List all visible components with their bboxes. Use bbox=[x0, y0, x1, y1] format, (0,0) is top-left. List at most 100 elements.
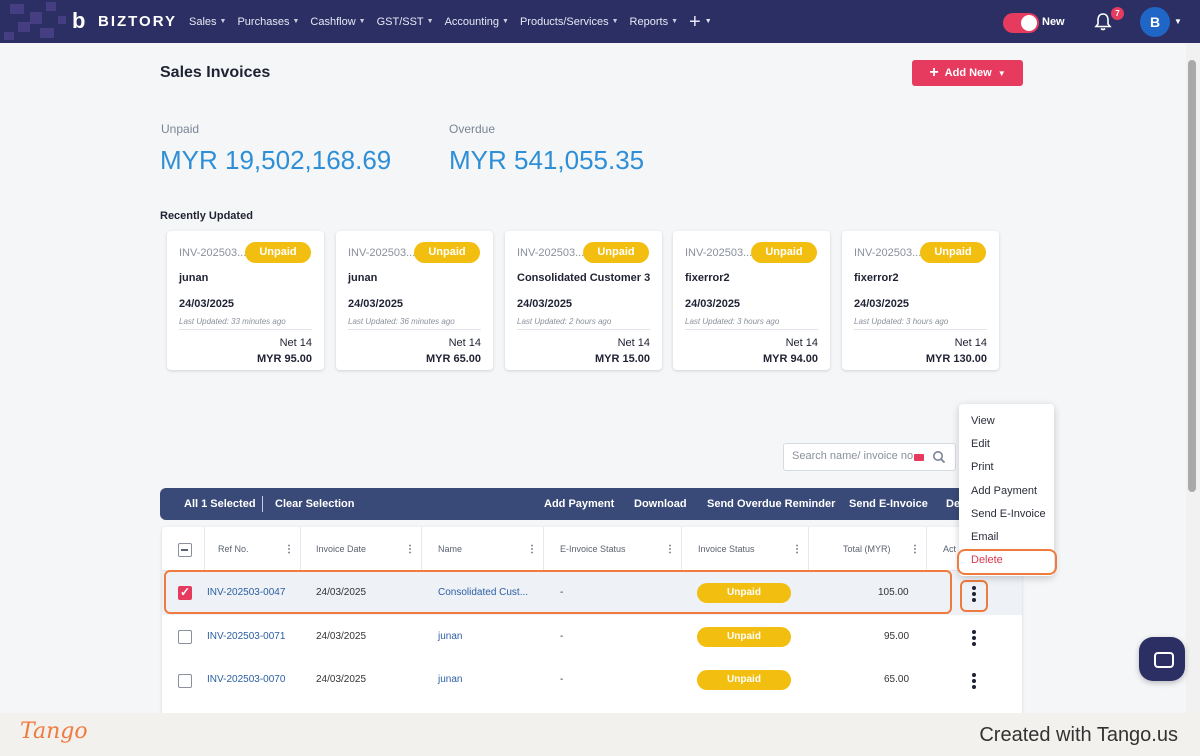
menu-item-edit[interactable]: Edit bbox=[971, 438, 990, 450]
divider bbox=[685, 329, 818, 330]
bulk-add-payment-button[interactable]: Add Payment bbox=[544, 498, 615, 510]
recent-invoice-card[interactable]: INV-202503... Unpaid junan 24/03/2025 La… bbox=[167, 231, 324, 370]
new-ui-toggle[interactable] bbox=[1003, 13, 1039, 33]
col-e-invoice-status[interactable]: E-Invoice Status bbox=[560, 544, 626, 554]
column-menu-icon[interactable]: ⋮ bbox=[405, 544, 415, 555]
row-actions-icon[interactable] bbox=[972, 630, 976, 648]
menu-item-email[interactable]: Email bbox=[971, 531, 999, 543]
status-badge: Unpaid bbox=[414, 242, 480, 263]
row-checkbox[interactable] bbox=[178, 585, 192, 600]
row-actions-icon[interactable] bbox=[972, 673, 976, 691]
logo-pattern bbox=[0, 0, 90, 43]
e-invoice-status: - bbox=[560, 587, 564, 598]
col-total[interactable]: Total (MYR) bbox=[843, 544, 891, 554]
nav-products-services[interactable]: Products/Services ▼ bbox=[519, 15, 619, 28]
bulk-send-overdue-reminder-button[interactable]: Send Overdue Reminder bbox=[707, 498, 836, 510]
card-date: 24/03/2025 bbox=[517, 298, 573, 310]
customer-link[interactable]: Consolidated Cust... bbox=[438, 587, 529, 598]
search-icon[interactable] bbox=[932, 450, 946, 464]
chevron-down-icon: ▼ bbox=[358, 18, 366, 25]
recent-invoice-card[interactable]: INV-202503... Unpaid Consolidated Custom… bbox=[505, 231, 662, 370]
col-ref-no[interactable]: Ref No. bbox=[218, 544, 249, 554]
tango-logo: Tango bbox=[20, 719, 88, 744]
nav-purchases[interactable]: Purchases ▼ bbox=[237, 15, 300, 28]
menu-item-delete[interactable]: Delete bbox=[971, 554, 1003, 566]
column-menu-icon[interactable]: ⋮ bbox=[665, 544, 675, 555]
scrollbar-thumb[interactable] bbox=[1188, 60, 1196, 492]
divider bbox=[854, 329, 987, 330]
menu-item-view[interactable]: View bbox=[971, 415, 995, 427]
add-new-button[interactable]: + Add New ▼ bbox=[912, 60, 1023, 86]
col-invoice-date[interactable]: Invoice Date bbox=[316, 544, 367, 554]
chevron-down-icon: ▼ bbox=[426, 18, 434, 25]
card-date: 24/03/2025 bbox=[685, 298, 741, 310]
nav-gst-sst[interactable]: GST/SST ▼ bbox=[376, 15, 434, 28]
bulk-action-bar: All 1 Selected Clear Selection Add Payme… bbox=[160, 488, 980, 520]
search-input[interactable] bbox=[792, 450, 914, 462]
nav-cashflow[interactable]: Cashflow ▼ bbox=[310, 15, 366, 28]
card-updated: Last Updated: 2 hours ago bbox=[517, 317, 612, 326]
row-checkbox[interactable] bbox=[178, 630, 192, 644]
customer-link[interactable]: junan bbox=[438, 631, 463, 642]
status-badge: Unpaid bbox=[245, 242, 311, 263]
row-actions-icon[interactable] bbox=[972, 586, 976, 604]
column-divider bbox=[204, 527, 205, 571]
bulk-send-e-invoice-button[interactable]: Send E-Invoice bbox=[849, 498, 928, 510]
table-row[interactable]: INV-202503-0071 24/03/2025 junan - Unpai… bbox=[162, 615, 1022, 659]
recent-invoice-card[interactable]: INV-202503... Unpaid fixerror2 24/03/202… bbox=[842, 231, 999, 370]
chevron-down-icon: ▼ bbox=[704, 17, 712, 25]
menu-item-add-payment[interactable]: Add Payment bbox=[971, 485, 1038, 497]
table-row[interactable]: INV-202503-0070 24/03/2025 junan - Unpai… bbox=[162, 659, 1022, 703]
column-menu-icon[interactable]: ⋮ bbox=[910, 544, 920, 555]
card-customer: junan bbox=[179, 272, 209, 284]
bulk-delete-button[interactable]: De bbox=[946, 498, 961, 510]
recent-invoice-card[interactable]: INV-202503... Unpaid fixerror2 24/03/202… bbox=[673, 231, 830, 370]
table-header: Ref No. ⋮ Invoice Date ⋮ Name ⋮ E-Invoic… bbox=[162, 527, 1022, 571]
card-ref: INV-202503... bbox=[685, 247, 753, 259]
menu-item-send-e-invoice[interactable]: Send E-Invoice bbox=[971, 508, 1046, 520]
column-menu-icon[interactable]: ⋮ bbox=[284, 544, 294, 555]
ref-link[interactable]: INV-202503-0070 bbox=[207, 674, 286, 685]
recent-invoice-card[interactable]: INV-202503... Unpaid junan 24/03/2025 La… bbox=[336, 231, 493, 370]
chevron-down-icon: ▼ bbox=[219, 18, 227, 25]
table-row[interactable]: INV-202503-0047 24/03/2025 Consolidated … bbox=[162, 571, 1022, 615]
ref-link[interactable]: INV-202503-0071 bbox=[207, 631, 286, 642]
brand-logo-icon: b bbox=[72, 8, 86, 33]
row-actions-menu: View Edit Print Add Payment Send E-Invoi… bbox=[959, 404, 1054, 576]
divider bbox=[517, 329, 650, 330]
unpaid-label: Unpaid bbox=[161, 122, 200, 136]
col-invoice-status[interactable]: Invoice Status bbox=[698, 544, 755, 554]
clear-selection-button[interactable]: Clear Selection bbox=[275, 498, 355, 510]
e-invoice-status: - bbox=[560, 631, 564, 642]
card-date: 24/03/2025 bbox=[348, 298, 404, 310]
plus-icon: + bbox=[929, 64, 939, 81]
chevron-down-icon[interactable]: ▼ bbox=[1174, 17, 1182, 26]
ref-link[interactable]: INV-202503-0047 bbox=[207, 587, 286, 598]
nav-sales[interactable]: Sales ▼ bbox=[189, 15, 227, 28]
bulk-download-button[interactable]: Download bbox=[634, 498, 687, 510]
card-terms: Net 14 bbox=[448, 337, 481, 349]
status-badge: Unpaid bbox=[583, 242, 649, 263]
keyboard-icon bbox=[914, 454, 924, 461]
col-actions: Act bbox=[943, 544, 957, 554]
avatar[interactable]: B bbox=[1140, 7, 1170, 37]
select-all-checkbox[interactable] bbox=[178, 543, 192, 557]
nav-accounting[interactable]: Accounting ▼ bbox=[444, 15, 509, 28]
brand-logo[interactable]: b BIZTORY bbox=[72, 9, 177, 33]
nav-reports[interactable]: Reports ▼ bbox=[629, 15, 679, 28]
chat-icon[interactable] bbox=[1139, 637, 1185, 681]
bell-icon[interactable] bbox=[1093, 12, 1113, 32]
row-checkbox[interactable] bbox=[178, 674, 192, 688]
customer-link[interactable]: junan bbox=[438, 674, 463, 685]
nav-quick-add[interactable]: + ▼ bbox=[689, 12, 712, 32]
card-amount: MYR 15.00 bbox=[594, 353, 650, 365]
chevron-down-icon: ▼ bbox=[671, 18, 679, 25]
column-menu-icon[interactable]: ⋮ bbox=[792, 544, 802, 555]
chevron-down-icon: ▼ bbox=[502, 18, 509, 25]
invoice-total: 105.00 bbox=[878, 587, 909, 598]
menu-item-print[interactable]: Print bbox=[971, 461, 994, 473]
column-divider bbox=[681, 527, 682, 571]
col-name[interactable]: Name bbox=[438, 544, 463, 554]
column-divider bbox=[808, 527, 809, 571]
column-menu-icon[interactable]: ⋮ bbox=[527, 544, 537, 555]
